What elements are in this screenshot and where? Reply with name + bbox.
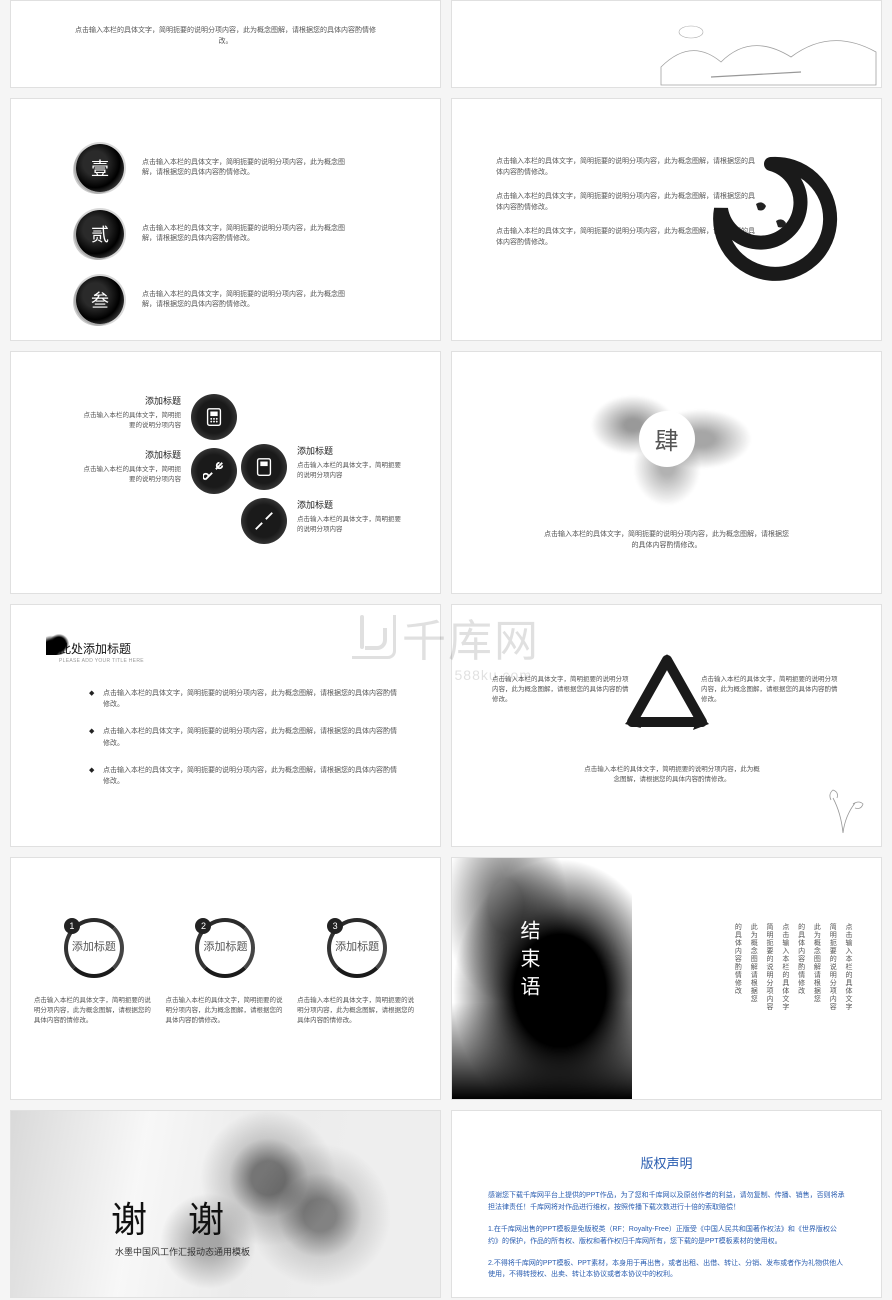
s10-c6: 简明扼要的说明分项内容 [764,923,774,1058]
s10-columns: 点击输入本栏的具体文字 简明扼要的说明分项内容 此为概念图解请根据您 的具体内容… [733,923,853,1058]
badge-3: 叁 [76,276,124,324]
s7-item-2: 点击输入本栏的具体文字，简明扼要的说明分项内容，此为概念图解，请根据您的具体内容… [103,726,400,748]
slide-7: 此处添加标题 PLEASE ADD YOUR TITLE HERE 点击输入本栏… [10,604,441,847]
tools-icon [191,448,237,494]
s10-c7: 此为概念图解请根据您 [748,923,758,1058]
slide-5: 添加标题 点击输入本栏的具体文字，简明扼要的说明分项内容 添加标题 点击输入本栏… [10,351,441,594]
s3-text-1: 点击输入本栏的具体文字，简明扼要的说明分项内容，此为概念图解，请根据您的具体内容… [142,158,352,179]
s10-c2: 简明扼要的说明分项内容 [827,923,837,1058]
ink-splat-icon [46,633,72,655]
badge-2: 贰 [76,210,124,258]
s6-label: 肆 [639,411,695,467]
ring-1: 1 添加标题 [64,918,124,978]
num-2: 2 [195,918,211,934]
s10-c8: 的具体内容酌情修改 [733,923,743,1058]
phone2-icon [241,444,287,490]
s10-title: 结束语 [514,920,543,1004]
s5-t1: 添加标题 [81,394,181,407]
s3-text-3: 点击输入本栏的具体文字，简明扼要的说明分项内容，此为概念图解，请根据您的具体内容… [142,290,352,311]
num-3: 3 [327,918,343,934]
ink-swirl [701,149,841,289]
ring-label-3: 添加标题 [335,941,379,954]
ring-3: 3 添加标题 [327,918,387,978]
s8-text-1: 点击输入本栏的具体文字，简明扼要的说明分项内容，此为概念图解，请根据您的具体内容… [492,675,632,704]
s9-desc-3: 点击输入本栏的具体文字，简明扼要的说明分项内容，此为概念图解，请根据您的具体内容… [297,996,417,1025]
s5-d3: 点击输入本栏的具体文字，简明扼要的说明分项内容 [297,461,407,481]
s11-subtitle: 水墨中国风工作汇报动态通用模板 [115,1245,250,1258]
slide-2 [451,0,882,88]
s5-t4: 添加标题 [297,498,407,511]
slide-10: 结束语 点击输入本栏的具体文字 简明扼要的说明分项内容 此为概念图解请根据您 的… [451,857,882,1100]
s7-title: 此处添加标题 [59,640,440,657]
s9-desc-2: 点击输入本栏的具体文字，简明扼要的说明分项内容，此为概念图解，请根据您的具体内容… [165,996,285,1025]
slide-12: 版权声明 感谢您下载千库网平台上提供的PPT作品，为了您和千库网以及原创作者的利… [451,1110,882,1298]
s12-title: 版权声明 [488,1153,845,1172]
s5-t2: 添加标题 [81,448,181,461]
slide-9: 1 添加标题 点击输入本栏的具体文字，简明扼要的说明分项内容，此为概念图解，请根… [10,857,441,1100]
s3-text-2: 点击输入本栏的具体文字，简明扼要的说明分项内容，此为概念图解，请根据您的具体内容… [142,224,352,245]
s5-d4: 点击输入本栏的具体文字，简明扼要的说明分项内容 [297,515,407,535]
s10-c3: 此为概念图解请根据您 [812,923,822,1058]
slide-4: 点击输入本栏的具体文字，简明扼要的说明分项内容，此为概念图解，请根据您的具体内容… [451,98,882,341]
slide-3: 壹 点击输入本栏的具体文字，简明扼要的说明分项内容，此为概念图解，请根据您的具体… [10,98,441,341]
s5-t3: 添加标题 [297,444,407,457]
s9-desc-1: 点击输入本栏的具体文字，简明扼要的说明分项内容，此为概念图解，请根据您的具体内容… [34,996,154,1025]
s10-c5: 点击输入本栏的具体文字 [780,923,790,1058]
s8-text-3: 点击输入本栏的具体文字，简明扼要的说明分项内容，此为概念图解，请根据您的具体内容… [582,765,762,785]
s11-title: 谢 谢 [111,1191,240,1243]
flower-icon [813,778,873,838]
ring-2: 2 添加标题 [195,918,255,978]
s5-d1: 点击输入本栏的具体文字，简明扼要的说明分项内容 [81,411,181,431]
ring-label-1: 添加标题 [72,941,116,954]
tools2-icon [241,498,287,544]
slide-1: 点击输入本栏的具体文字，简明扼要的说明分项内容，此为概念图解，请根据您的具体内容… [10,0,441,88]
s12-p2: 1.在千库网出售的PPT模板是免版税类（RF：Royalty-Free）正版受《… [488,1224,845,1248]
slide-8: 点击输入本栏的具体文字，简明扼要的说明分项内容，此为概念图解，请根据您的具体内容… [451,604,882,847]
badge-1: 壹 [76,144,124,192]
s5-d2: 点击输入本栏的具体文字，简明扼要的说明分项内容 [81,465,181,485]
s12-p1: 感谢您下载千库网平台上提供的PPT作品，为了您和千库网以及原创作者的利益，请勿复… [488,1190,845,1214]
s10-c4: 的具体内容酌情修改 [796,923,806,1058]
num-1: 1 [64,918,80,934]
slide-6: 肆 点击输入本栏的具体文字，简明扼要的说明分项内容，此为概念图解，请根据您的具体… [451,351,882,594]
s7-item-3: 点击输入本栏的具体文字，简明扼要的说明分项内容，此为概念图解，请根据您的具体内容… [103,765,400,787]
s8-text-2: 点击输入本栏的具体文字，简明扼要的说明分项内容，此为概念图解，请根据您的具体内容… [701,675,841,704]
ring-label-2: 添加标题 [203,941,247,954]
slide-11: 谢 谢 水墨中国风工作汇报动态通用模板 [10,1110,441,1298]
s12-p3: 2.不得将千库网的PPT模板、PPT素材，本身用于再出售，或者出租、出借、转让、… [488,1258,845,1282]
phone-icon [191,394,237,440]
s7-item-1: 点击输入本栏的具体文字，简明扼要的说明分项内容，此为概念图解，请根据您的具体内容… [103,688,400,710]
slide1-caption: 点击输入本栏的具体文字，简明扼要的说明分项内容，此为概念图解，请根据您的具体内容… [11,1,440,47]
landscape-ink [651,7,881,87]
s10-c1: 点击输入本栏的具体文字 [843,923,853,1058]
s6-caption: 点击输入本栏的具体文字，简明扼要的说明分项内容，此为概念图解，请根据您的具体内容… [452,529,881,551]
